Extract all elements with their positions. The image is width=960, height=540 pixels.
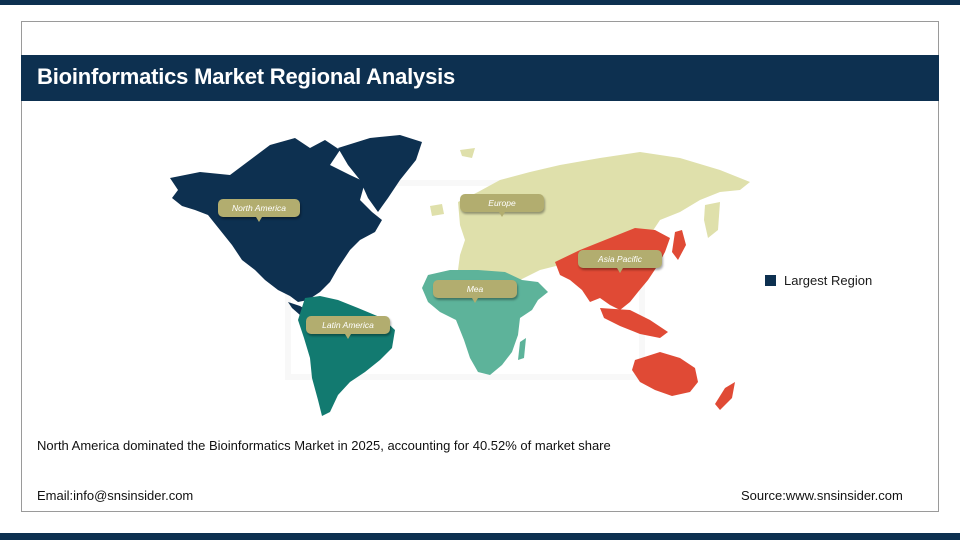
region-asia-pacific[interactable] <box>555 228 735 410</box>
summary-text: North America dominated the Bioinformati… <box>37 438 611 453</box>
region-europe[interactable] <box>430 148 750 288</box>
world-map-svg <box>170 135 750 416</box>
world-map: North America Europe Asia Pacific Mea La… <box>160 120 760 420</box>
callout-latin-america[interactable]: Latin America <box>306 316 390 339</box>
callout-north-america[interactable]: North America <box>218 199 300 222</box>
top-accent-bar <box>0 0 960 5</box>
title-band <box>21 55 939 101</box>
legend-label: Largest Region <box>784 273 873 288</box>
region-north-america[interactable] <box>170 135 422 320</box>
source-text: Source:www.snsinsider.com <box>741 488 903 503</box>
bottom-accent-bar <box>0 533 960 540</box>
region-latin-america[interactable] <box>298 296 395 416</box>
callout-europe[interactable]: Europe <box>460 194 544 217</box>
legend-swatch-largest-region <box>765 275 776 286</box>
legend: Largest Region <box>765 273 872 288</box>
page-title: Bioinformatics Market Regional Analysis <box>37 64 456 89</box>
email-text: Email:info@snsinsider.com <box>37 488 194 503</box>
callout-mea[interactable]: Mea <box>433 280 517 303</box>
callout-asia-pacific[interactable]: Asia Pacific <box>578 250 662 273</box>
